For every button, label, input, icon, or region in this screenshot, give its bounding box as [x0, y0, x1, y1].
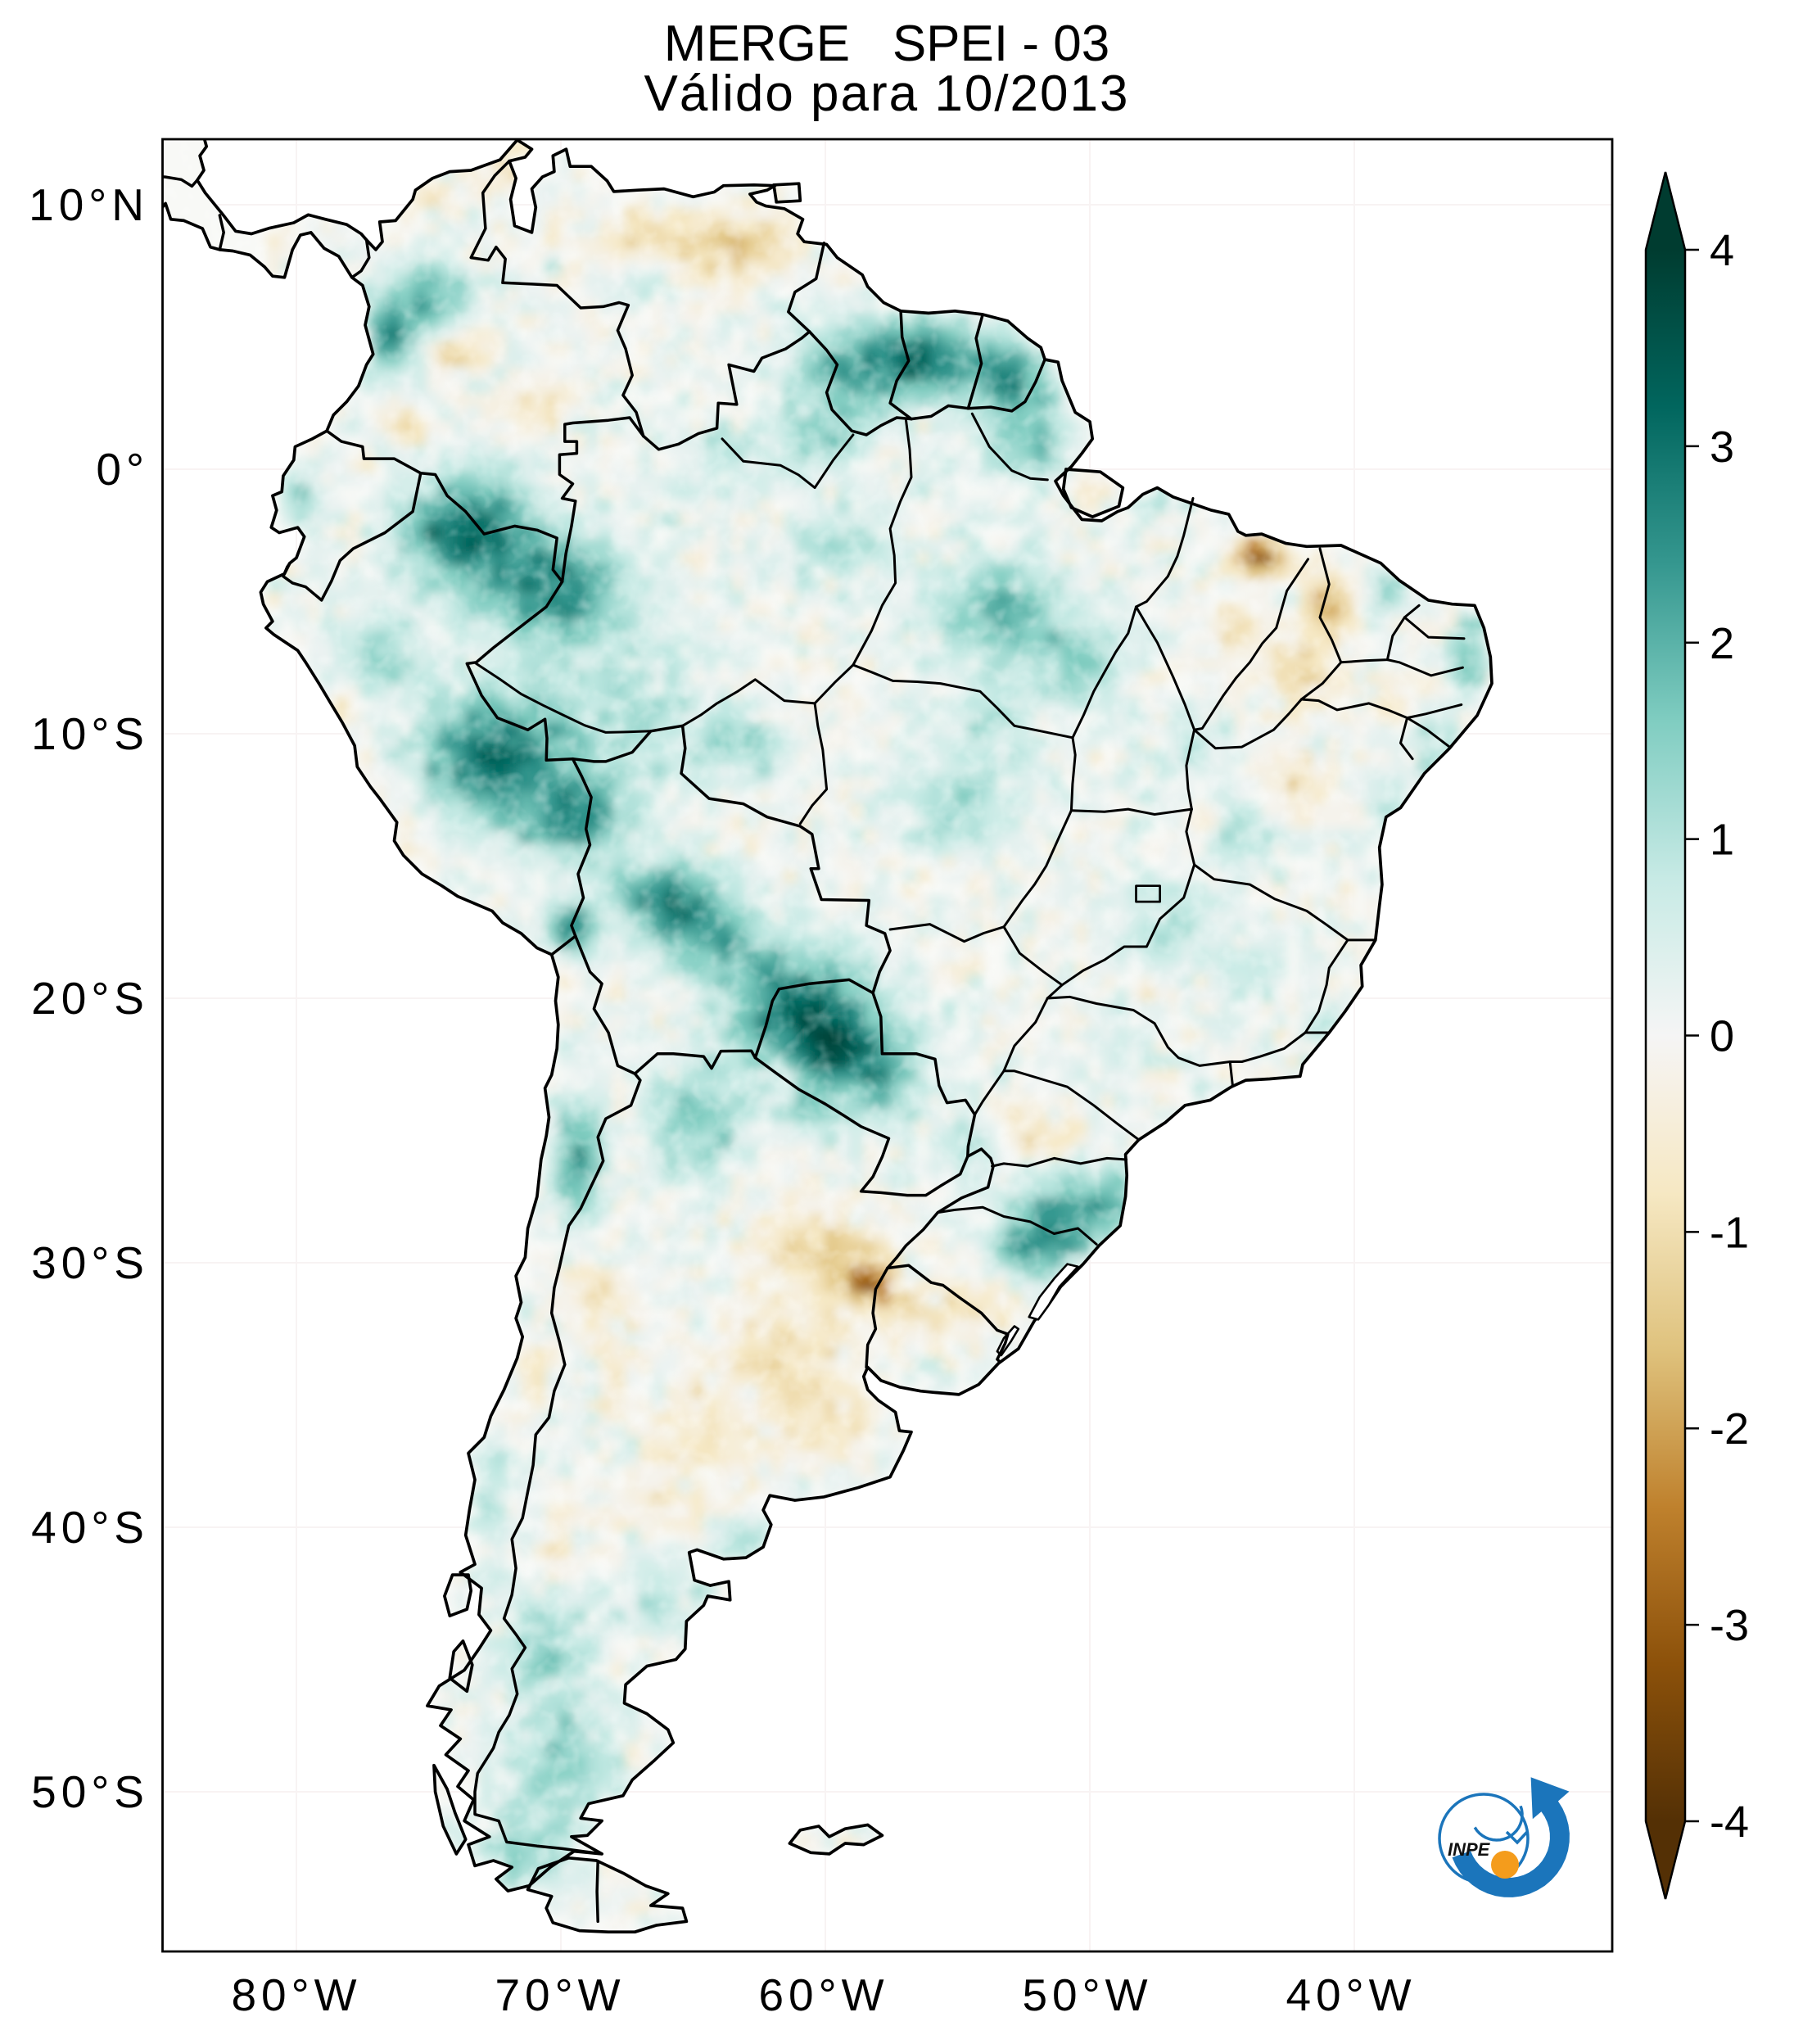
- svg-text:30°S: 30°S: [31, 1237, 149, 1288]
- svg-text:3: 3: [1710, 423, 1734, 472]
- svg-text:10°S: 10°S: [31, 708, 149, 759]
- svg-text:2: 2: [1710, 619, 1734, 668]
- svg-text:10°N: 10°N: [29, 179, 149, 230]
- svg-text:1: 1: [1710, 816, 1734, 865]
- svg-text:-2: -2: [1710, 1404, 1749, 1454]
- svg-text:4: 4: [1710, 226, 1734, 275]
- svg-text:-1: -1: [1710, 1208, 1749, 1257]
- svg-text:20°S: 20°S: [31, 973, 149, 1024]
- svg-text:-4: -4: [1710, 1798, 1749, 1847]
- svg-text:0°: 0°: [96, 444, 149, 495]
- svg-text:40°W: 40°W: [1286, 1969, 1416, 2020]
- svg-text:-3: -3: [1710, 1601, 1749, 1650]
- svg-text:80°W: 80°W: [231, 1969, 361, 2020]
- svg-text:60°W: 60°W: [758, 1969, 888, 2020]
- svg-text:MERGE SPEI - 03: MERGE SPEI - 03: [664, 16, 1109, 72]
- svg-text:50°W: 50°W: [1022, 1969, 1152, 2020]
- svg-text:Válido para 10/2013: Válido para 10/2013: [644, 66, 1129, 122]
- svg-text:70°W: 70°W: [495, 1969, 625, 2020]
- svg-text:50°S: 50°S: [31, 1766, 149, 1817]
- svg-text:0: 0: [1710, 1012, 1734, 1061]
- svg-text:40°S: 40°S: [31, 1502, 149, 1553]
- svg-text:INPE: INPE: [1448, 1839, 1491, 1860]
